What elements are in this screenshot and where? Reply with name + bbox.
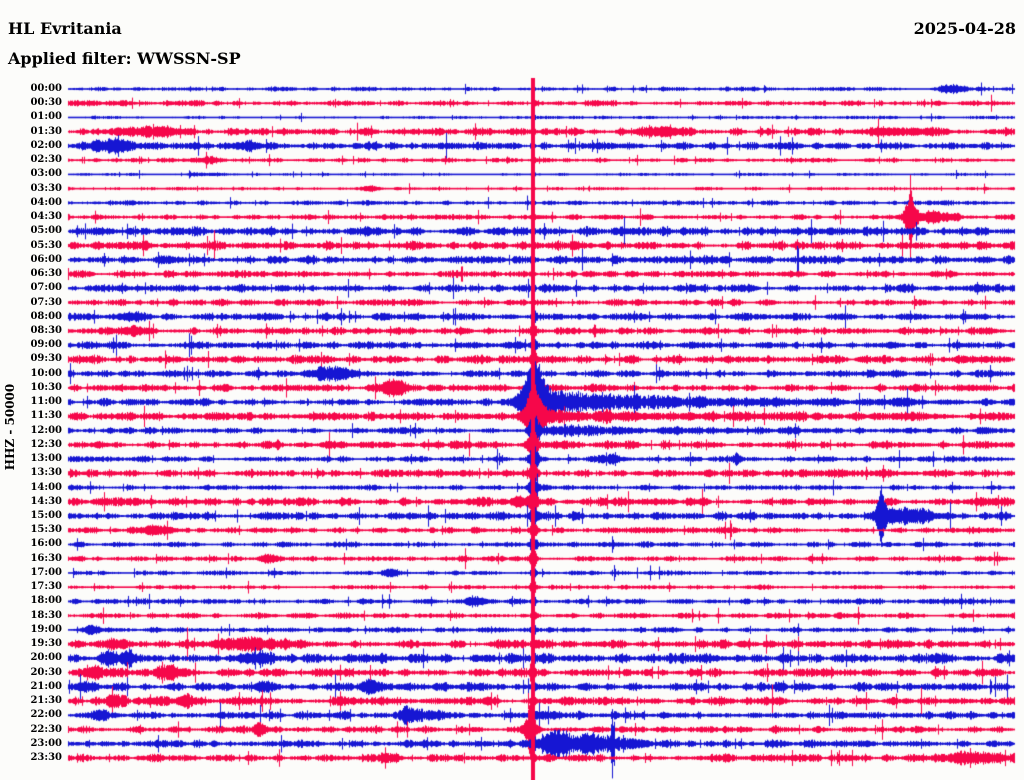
row-time-label: 16:30 (30, 552, 62, 564)
row-time-label: 22:00 (30, 709, 62, 721)
row-time-label: 09:30 (30, 353, 62, 365)
row-time-label: 11:30 (30, 410, 62, 422)
row-time-label: 05:00 (30, 225, 62, 237)
row-time-label: 02:00 (30, 139, 62, 151)
row-time-label: 00:00 (30, 83, 62, 94)
row-time-label: 21:30 (30, 695, 62, 707)
row-time-label: 10:30 (30, 381, 62, 393)
row-time-label: 03:30 (30, 182, 62, 194)
row-time-label: 11:00 (30, 396, 62, 408)
row-time-label: 22:30 (30, 723, 62, 735)
row-time-label: 04:00 (30, 196, 62, 208)
row-time-label: 19:30 (30, 638, 62, 650)
row-time-label: 12:30 (30, 438, 62, 450)
row-time-label: 00:30 (30, 97, 62, 109)
row-time-label: 08:30 (30, 324, 62, 336)
row-time-label: 20:30 (30, 666, 62, 678)
row-time-label: 12:00 (30, 424, 62, 436)
row-time-label: 09:00 (30, 339, 62, 351)
row-time-label: 05:30 (30, 239, 62, 251)
time-axis-labels: 00:00 00:30 01:00 01:30 02:00 02:30 03:00 03:30… (0, 0, 62, 780)
row-time-label: 02:30 (30, 154, 62, 166)
row-time-label: 17:00 (30, 566, 62, 578)
row-time-label: 01:00 (30, 111, 62, 123)
applied-filter-label: Applied filter: WWSSN-SP (8, 49, 241, 68)
row-time-label: 20:00 (30, 652, 62, 664)
row-time-label: 23:00 (30, 737, 62, 749)
row-time-label: 04:30 (30, 211, 62, 223)
row-time-label: 17:30 (30, 581, 62, 593)
row-time-label: 18:00 (30, 595, 62, 607)
row-time-label: 18:30 (30, 609, 62, 621)
row-time-label: 15:00 (30, 510, 62, 522)
row-time-label: 03:00 (30, 168, 62, 180)
date-label: 2025-04-28 (913, 19, 1016, 38)
station-title: HL Evritania (8, 19, 122, 38)
row-time-label: 06:30 (30, 268, 62, 280)
row-time-label: 19:00 (30, 623, 62, 635)
row-time-label: 07:00 (30, 282, 62, 294)
row-time-label: 14:00 (30, 481, 62, 493)
row-time-label: 15:30 (30, 524, 62, 536)
row-time-label: 14:30 (30, 495, 62, 507)
row-time-label: 16:00 (30, 538, 62, 550)
row-time-label: 21:00 (30, 680, 62, 692)
row-time-label: 07:30 (30, 296, 62, 308)
row-time-label: 01:30 (30, 125, 62, 137)
row-time-label: 23:30 (30, 751, 62, 763)
row-time-label: 13:00 (30, 453, 62, 465)
row-time-label: 06:00 (30, 253, 62, 265)
row-time-label: 08:00 (30, 310, 62, 322)
row-time-label: 10:00 (30, 367, 62, 379)
row-time-label: 13:30 (30, 467, 62, 479)
